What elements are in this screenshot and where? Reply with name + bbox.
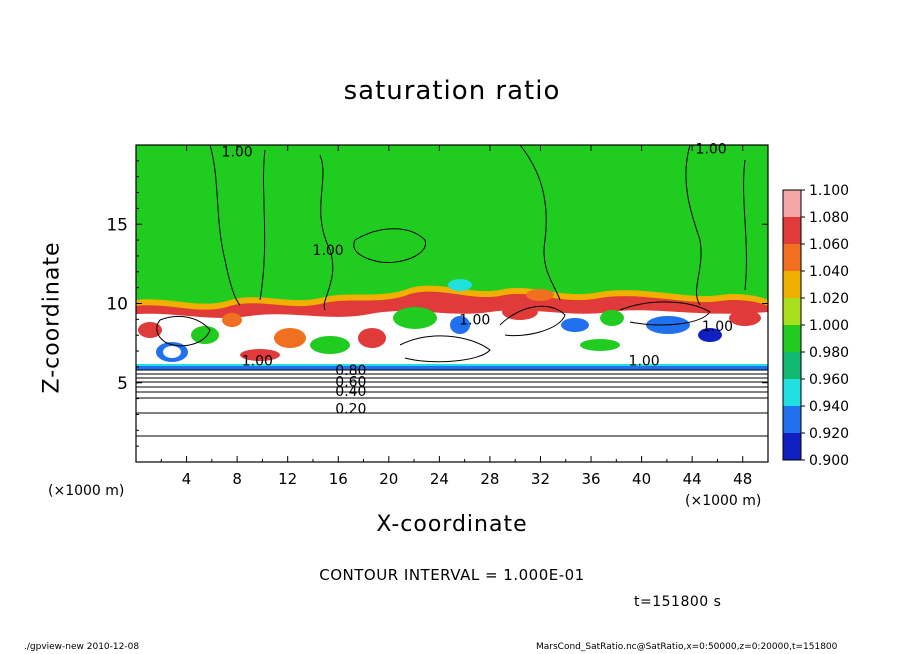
x-tick-label: 40 (632, 470, 651, 488)
x-tick-label: 12 (278, 470, 297, 488)
colorbar-swatch (783, 379, 801, 406)
colorbar-swatch (783, 298, 801, 325)
colorbar-label: 1.000 (809, 318, 849, 334)
contour-label: 1.00 (222, 145, 253, 161)
colorbar-swatch (783, 217, 801, 244)
contour-label: 1.00 (629, 354, 660, 370)
x-axis-unit: (×1000 m) (685, 493, 762, 509)
colorbar-label: 1.100 (809, 183, 849, 199)
colorbar-label: 1.040 (809, 264, 849, 280)
colorbar-swatch (783, 433, 801, 460)
colorbar-label: 0.900 (809, 453, 849, 469)
x-tick-label: 16 (329, 470, 348, 488)
chart-title: saturation ratio (343, 76, 561, 106)
x-tick-label: 48 (733, 470, 752, 488)
x-axis-title: X-coordinate (376, 512, 528, 537)
contour-label: 0.80 (335, 363, 366, 379)
contour-lines (156, 145, 747, 363)
colorbar-swatch (783, 406, 801, 433)
colorbar: 1.100 1.080 1.060 1.040 1.020 1.000 0.980 0.960… (782, 183, 849, 469)
contour-label: 1.00 (459, 313, 490, 329)
y-axis-unit: (×1000 m) (48, 483, 125, 499)
contour-label: 0.20 (335, 401, 366, 417)
time-stamp: t=151800 s (634, 594, 722, 610)
colorbar-swatch (783, 190, 801, 217)
colorbar-label: 0.960 (809, 372, 849, 388)
colorbar-label: 1.020 (809, 291, 849, 307)
x-tick-label: 28 (480, 470, 499, 488)
contour-label: 1.00 (313, 243, 344, 259)
boundary-band (136, 279, 768, 370)
y-tick-label: 5 (117, 374, 128, 394)
colorbar-label: 0.920 (809, 426, 849, 442)
colorbar-swatch (783, 352, 801, 379)
colorbar-label: 1.080 (809, 210, 849, 226)
colorbar-swatch (783, 271, 801, 298)
footer-left: ./gpview-new 2010-12-08 (24, 642, 140, 652)
y-tick-label: 15 (106, 215, 128, 235)
x-tick-label: 4 (182, 470, 192, 488)
footer-right: MarsCond_SatRatio.nc@SatRatio,x=0:50000,… (536, 642, 838, 652)
colorbar-label: 0.940 (809, 399, 849, 415)
x-tick-label: 36 (581, 470, 600, 488)
dry-contours (136, 369, 768, 437)
colorbar-label: 1.060 (809, 237, 849, 253)
dry-region (136, 370, 768, 462)
x-tick-label: 44 (683, 470, 702, 488)
contour-label: 1.00 (242, 354, 273, 370)
colorbar-swatch (783, 244, 801, 271)
y-axis: 5 10 15 (106, 160, 768, 447)
contour-label: 1.00 (702, 319, 733, 335)
colorbar-label: 0.980 (809, 345, 849, 361)
contour-label: 0.40 (335, 384, 366, 400)
contour-interval: CONTOUR INTERVAL = 1.000E-01 (319, 566, 585, 584)
x-tick-label: 8 (232, 470, 242, 488)
contour-label-layer: 1.00 1.00 1.00 1.00 1.00 1.00 1.00 0.800.600.40… (222, 141, 733, 417)
x-tick-label: 32 (531, 470, 550, 488)
x-tick-label: 24 (430, 470, 449, 488)
contour-label: 0.60 (335, 374, 366, 390)
colorbar-swatch (783, 325, 801, 352)
contour-label: 1.00 (696, 141, 727, 157)
x-axis: 4 8 12 16 20 24 28 32 36 40 44 48 (160, 145, 752, 488)
x-tick-label: 20 (379, 470, 398, 488)
y-tick-label: 10 (106, 295, 128, 315)
